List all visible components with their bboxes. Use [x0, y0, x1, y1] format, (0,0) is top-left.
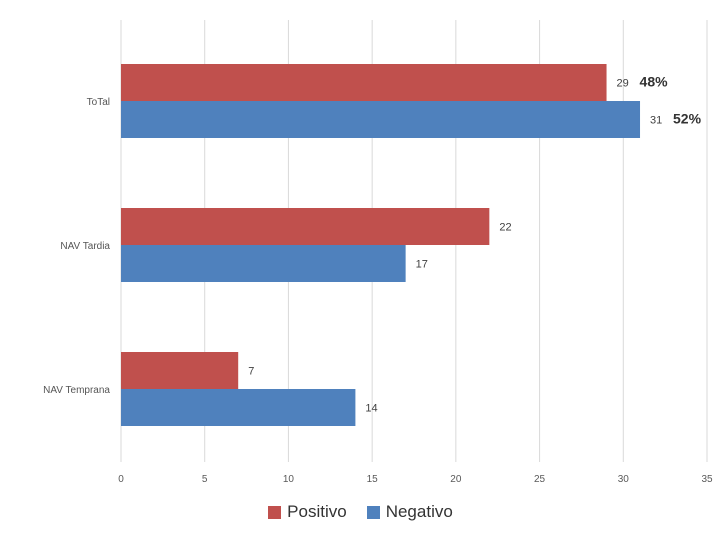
- category-labels: ToTal NAV Tardia NAV Temprana: [43, 97, 110, 396]
- legend-swatch-positivo: [268, 505, 282, 519]
- data-labels: 29 48% 31 52% 22 17 7 14: [248, 74, 701, 415]
- bar-chart: 29 48% 31 52% 22 17 7 14 ToTal NAV Tardia NAV Tem…: [43, 20, 713, 485]
- value-label-negativo-total: 31: [650, 115, 662, 127]
- value-label-positivo-nav-temprana: 7: [248, 366, 254, 378]
- bars: [121, 64, 641, 426]
- x-tick-label-0: 0: [118, 474, 124, 485]
- legend: Positivo Negativo: [0, 502, 721, 522]
- category-label-nav-tardia: NAV Tardia: [60, 241, 110, 252]
- percent-label-positivo-total: 48%: [640, 74, 669, 90]
- bar-positivo-nav-temprana: [121, 352, 239, 389]
- legend-item-positivo: Positivo: [268, 502, 347, 522]
- legend-label-positivo: Positivo: [287, 502, 347, 521]
- bar-negativo-nav-temprana: [121, 389, 356, 426]
- bar-positivo-nav-tardia: [121, 208, 490, 245]
- value-label-negativo-nav-temprana: 14: [365, 403, 377, 415]
- x-tick-label-15: 15: [367, 474, 379, 485]
- x-tick-label-35: 35: [701, 474, 713, 485]
- category-label-total: ToTal: [87, 97, 110, 108]
- category-label-nav-temprana: NAV Temprana: [43, 385, 110, 396]
- legend-swatch-negativo: [366, 505, 380, 519]
- value-label-negativo-nav-tardia: 17: [416, 259, 428, 271]
- x-axis-tick-labels: 0 5 10 15 20 25 30 35: [118, 474, 713, 485]
- percent-label-negativo-total: 52%: [673, 111, 702, 127]
- x-tick-label-25: 25: [534, 474, 546, 485]
- bar-negativo-total: [121, 101, 641, 138]
- bar-positivo-total: [121, 64, 607, 101]
- value-label-positivo-nav-tardia: 22: [499, 222, 511, 234]
- value-label-positivo-total: 29: [617, 78, 629, 90]
- legend-item-negativo: Negativo: [366, 502, 453, 522]
- x-tick-label-30: 30: [618, 474, 630, 485]
- x-tick-label-20: 20: [450, 474, 462, 485]
- legend-label-negativo: Negativo: [385, 502, 453, 521]
- bar-negativo-nav-tardia: [121, 245, 406, 282]
- x-tick-label-10: 10: [283, 474, 295, 485]
- x-tick-label-5: 5: [202, 474, 208, 485]
